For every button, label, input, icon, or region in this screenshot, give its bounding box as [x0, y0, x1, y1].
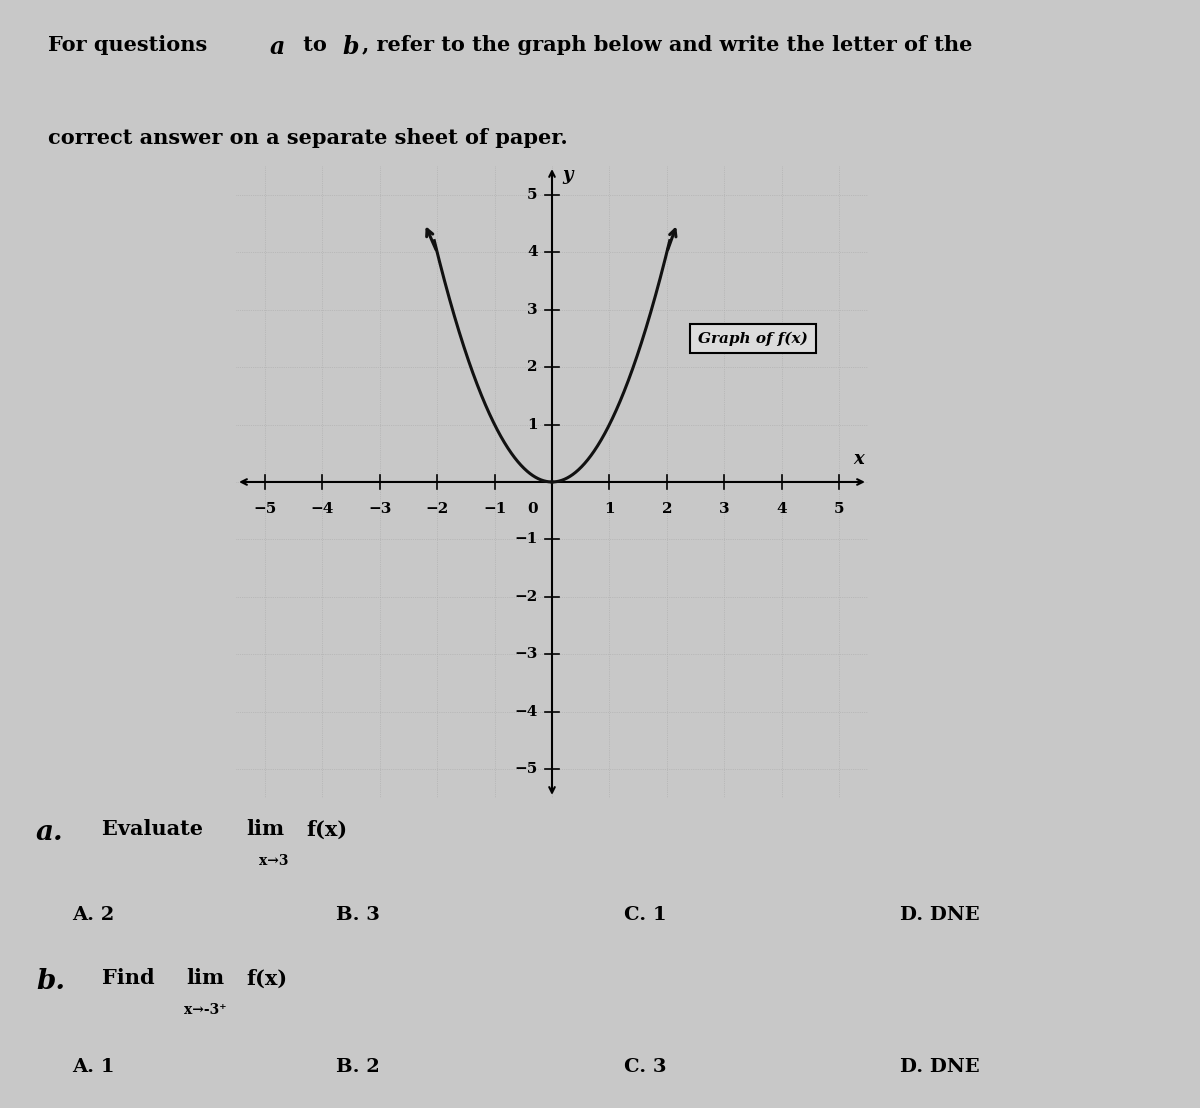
Text: 4: 4 [776, 502, 787, 516]
Text: −4: −4 [515, 705, 538, 719]
Text: b: b [342, 35, 359, 60]
Text: −5: −5 [253, 502, 276, 516]
Text: −1: −1 [482, 502, 506, 516]
Text: 1: 1 [527, 418, 538, 431]
Text: 4: 4 [527, 245, 538, 259]
Text: 2: 2 [661, 502, 672, 516]
Text: −2: −2 [515, 589, 538, 604]
Text: −4: −4 [311, 502, 334, 516]
Text: 0: 0 [527, 502, 538, 516]
Text: x: x [853, 450, 864, 468]
Text: , refer to the graph below and write the letter of the: , refer to the graph below and write the… [362, 35, 973, 55]
Text: 5: 5 [527, 188, 538, 202]
Text: correct answer on a separate sheet of paper.: correct answer on a separate sheet of pa… [48, 127, 568, 147]
Text: Find: Find [102, 968, 162, 988]
Text: A. 2: A. 2 [72, 906, 114, 924]
Text: For questions: For questions [48, 35, 215, 55]
Text: 3: 3 [719, 502, 730, 516]
Text: Evaluate: Evaluate [102, 820, 210, 840]
Text: b.: b. [36, 968, 65, 995]
Text: lim: lim [186, 968, 224, 988]
Text: f(x): f(x) [306, 820, 347, 840]
Text: y: y [563, 166, 572, 184]
Text: −5: −5 [515, 762, 538, 776]
Text: lim: lim [246, 820, 284, 840]
Text: to: to [296, 35, 335, 55]
Text: f(x): f(x) [246, 968, 287, 988]
Text: 5: 5 [834, 502, 845, 516]
Text: 3: 3 [527, 302, 538, 317]
Text: −3: −3 [515, 647, 538, 661]
Text: D. DNE: D. DNE [900, 906, 979, 924]
Text: 1: 1 [604, 502, 614, 516]
Text: x→3: x→3 [259, 853, 289, 868]
Text: Graph of f(x): Graph of f(x) [698, 331, 808, 346]
Text: B. 2: B. 2 [336, 1058, 379, 1076]
Text: D. DNE: D. DNE [900, 1058, 979, 1076]
Text: C. 1: C. 1 [624, 906, 667, 924]
Text: −3: −3 [368, 502, 391, 516]
Text: A. 1: A. 1 [72, 1058, 114, 1076]
Text: x→-3⁺: x→-3⁺ [184, 1003, 226, 1016]
Text: 2: 2 [527, 360, 538, 375]
Text: B. 3: B. 3 [336, 906, 380, 924]
Text: a: a [270, 35, 286, 60]
Text: −2: −2 [426, 502, 449, 516]
Text: a.: a. [36, 820, 64, 847]
Text: −1: −1 [515, 533, 538, 546]
Text: C. 3: C. 3 [624, 1058, 666, 1076]
